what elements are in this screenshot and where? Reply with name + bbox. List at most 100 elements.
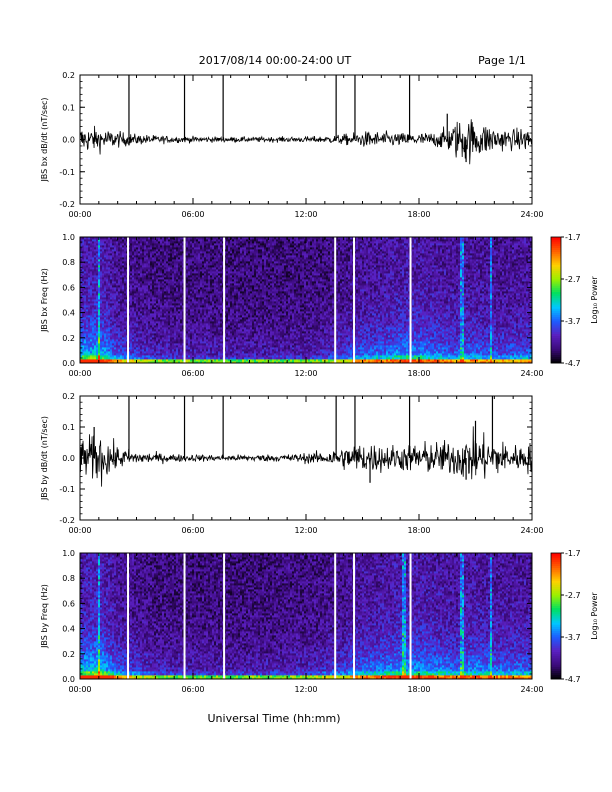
bx-spectrogram-cell — [128, 319, 131, 322]
bx-spectrogram-cell — [158, 265, 161, 268]
bx-spectrogram-cell — [100, 343, 103, 346]
bx-spectrogram-cell — [166, 271, 169, 274]
bx-spectrogram-cell — [124, 291, 127, 294]
bx-spectrogram-cell — [104, 345, 107, 348]
bx-spectrogram-cell — [150, 289, 153, 292]
bx-spectrogram-cell — [176, 357, 179, 360]
bx-spectrogram-cell — [158, 325, 161, 328]
bx-spectrogram-cell — [198, 357, 201, 360]
bx-spectrogram-cell — [118, 345, 121, 348]
bx-spectrogram-cell — [164, 341, 167, 344]
bx-spectrogram-cell — [198, 275, 201, 278]
bx-spectrogram-cell — [172, 243, 175, 246]
bx-spectrogram-cell — [156, 343, 159, 346]
bx-spectrogram-cell — [108, 285, 111, 288]
bx-spectrogram-cell — [124, 309, 127, 312]
bx-spectrogram-cell — [188, 289, 191, 292]
bx-spectrogram-cell — [168, 299, 171, 302]
bx-spectrogram-cell — [98, 267, 101, 270]
bx-spectrogram-cell — [152, 249, 155, 252]
bx-spectrogram-cell — [130, 239, 133, 242]
bx-spectrogram-cell — [128, 251, 131, 254]
bx-spectrogram-cell — [132, 277, 135, 280]
bx-spectrogram-cell — [146, 319, 149, 322]
bx-spectrogram-cell — [142, 359, 145, 362]
bx-spectrogram-cell — [90, 299, 93, 302]
bx-spectrogram-cell — [174, 297, 177, 300]
bx-spectrogram-cell — [110, 249, 113, 252]
bx-spectrogram-cell — [100, 325, 103, 328]
bx-spectrogram-cell — [168, 321, 171, 324]
bx-spectrogram-cell — [100, 251, 103, 254]
bx-spectrogram-cell — [172, 339, 175, 342]
bx-spectrogram-cell — [114, 279, 117, 282]
bx-spectrogram-cell — [196, 237, 199, 240]
bx-spectrogram-cell — [176, 285, 179, 288]
bx-spectrogram-cell — [180, 355, 183, 358]
bx-spectrogram-cell — [102, 253, 105, 256]
bx-spectrogram-cell — [120, 295, 123, 298]
bx-spectrogram-cell — [122, 239, 125, 242]
bx-spectrogram-cell — [134, 313, 137, 316]
bx-spectrogram-cell — [130, 255, 133, 258]
bx-spectrogram-cell — [156, 297, 159, 300]
bx-spectrogram-cell — [180, 309, 183, 312]
bx-spectrogram-cell — [158, 319, 161, 322]
bx-spectrogram-cell — [196, 279, 199, 282]
bx-spectrogram-cell — [192, 287, 195, 290]
bx-spectrogram-cell — [196, 289, 199, 292]
bx-spectrogram-cell — [86, 355, 89, 358]
bx-spectrogram-cell — [154, 279, 157, 282]
bx-spectrogram-cell — [130, 311, 133, 314]
bx-spectrogram-cell — [88, 285, 91, 288]
bx-spectrogram-cell — [144, 301, 147, 304]
bx-spectrogram-cell — [124, 261, 127, 264]
bx-spectrogram-cell — [170, 289, 173, 292]
bx-spectrogram-cell — [174, 237, 177, 240]
bx-spectrogram-panel: 00:00 06:00 12:00 18:00 24:000.00.20.40.60.8… — [40, 233, 599, 378]
bx-spectrogram-cell — [96, 253, 99, 256]
bx-spectrogram-cell — [92, 331, 95, 334]
bx-spectrogram-cell — [160, 301, 163, 304]
bx-spectrogram-cell — [172, 329, 175, 332]
bx-spectrogram-cell — [112, 309, 115, 312]
bx-spectrogram-cell — [158, 273, 161, 276]
bx-spectrogram-cell — [100, 327, 103, 330]
bx-spectrogram-cell — [120, 263, 123, 266]
bx-spectrogram-cell — [174, 341, 177, 344]
bx-spectrogram-cell — [150, 355, 153, 358]
bx-spectrogram-cell — [154, 271, 157, 274]
bx-spectrogram-cell — [152, 355, 155, 358]
bx-spectrogram-cell — [142, 355, 145, 358]
bx-spectrogram-cell — [104, 357, 107, 360]
bx-spectrogram-cell — [100, 247, 103, 250]
bx-spectrogram-cell — [150, 241, 153, 244]
bx-spectrogram-cell — [198, 307, 201, 310]
bx-spectrogram-cell — [84, 357, 87, 360]
bx-spectrogram-cell — [196, 253, 199, 256]
bx-spectrogram-cell — [160, 267, 163, 270]
bx-spectrogram-cell — [106, 315, 109, 318]
bx-spectrogram-cell — [100, 335, 103, 338]
bx-spectrogram-cell — [98, 349, 101, 352]
bx-spectrogram-cell — [108, 245, 111, 248]
bx-spectrogram-cell — [106, 343, 109, 346]
bx-spectrogram-cell — [124, 307, 127, 310]
bx-spectrogram-cell — [142, 263, 145, 266]
bx-spectrogram-cell — [136, 311, 139, 314]
bx-spectrogram-cell — [124, 333, 127, 336]
bx-spectrogram-cell — [152, 295, 155, 298]
bx-spectrogram-cell — [120, 303, 123, 306]
bx-spectrogram-cell — [84, 237, 87, 240]
bx-spectrogram-cell — [120, 251, 123, 254]
bx-spectrogram-cell — [92, 287, 95, 290]
bx-spectrogram-cell — [176, 251, 179, 254]
bx-spectrogram-cell — [90, 253, 93, 256]
bx-spectrogram-cell — [132, 321, 135, 324]
bx-spectrogram-cell — [92, 317, 95, 320]
bx-spectrogram-cell — [112, 299, 115, 302]
bx-spectrogram-cell — [156, 359, 159, 362]
bx-spectrogram-cell — [84, 341, 87, 344]
bx-spectrogram-cell — [86, 279, 89, 282]
bx-spectrogram-cell — [138, 361, 141, 364]
